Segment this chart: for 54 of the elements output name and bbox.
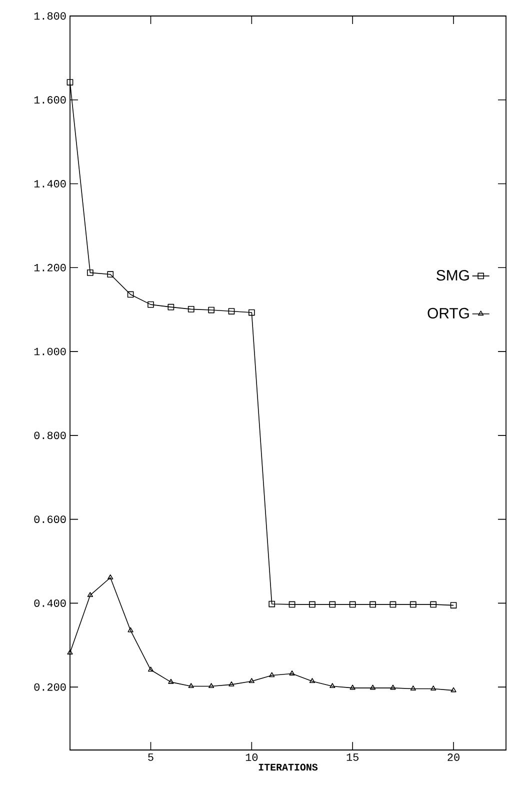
x-tick-label: 5: [148, 754, 154, 761]
point: [390, 601, 396, 608]
y-tick-label: 1.000: [34, 348, 66, 356]
point: [269, 672, 275, 678]
point: [87, 592, 93, 598]
point: [309, 678, 316, 684]
point: [349, 601, 356, 608]
y-tick-label: 0.200: [34, 683, 66, 691]
point: [188, 683, 194, 688]
y-tick-label: 1.400: [34, 180, 66, 188]
y-tick-label: 1.800: [34, 12, 66, 20]
point: [410, 686, 416, 691]
point: [148, 301, 154, 308]
x-tick-label: 10: [246, 754, 258, 761]
point: [410, 601, 416, 608]
point: [188, 306, 194, 312]
x-tick-label: 20: [448, 754, 460, 761]
point: [309, 601, 316, 608]
point: [168, 678, 174, 684]
point: [268, 600, 276, 608]
x-axis-title: ITERATIONS: [258, 764, 318, 771]
point: [450, 602, 457, 608]
point: [370, 601, 376, 608]
x-tick-label: 15: [346, 754, 358, 761]
legend-label: ORTG: [428, 308, 469, 318]
point: [248, 309, 255, 316]
point: [127, 291, 134, 298]
point: [108, 574, 114, 580]
point: [329, 601, 336, 608]
point: [248, 678, 254, 684]
point: [370, 684, 376, 690]
legend-label: SMG: [436, 270, 469, 281]
point: [208, 683, 214, 688]
y-tick-label: 0.400: [34, 599, 66, 607]
point: [289, 670, 295, 676]
point: [107, 271, 114, 278]
point: [168, 304, 174, 310]
point: [86, 269, 94, 276]
point: [66, 79, 74, 86]
point: [350, 684, 356, 690]
y-tick-label: 1.600: [34, 96, 66, 104]
point: [128, 627, 134, 632]
point: [430, 601, 437, 608]
point: [228, 308, 235, 314]
point: [390, 684, 396, 690]
point: [430, 686, 436, 691]
y-tick-label: 0.600: [34, 516, 66, 524]
y-tick-label: 0.800: [34, 432, 66, 440]
point: [330, 683, 336, 688]
point: [208, 306, 214, 314]
point: [148, 666, 154, 672]
point: [228, 681, 234, 686]
point: [288, 601, 296, 608]
y-tick-label: 1.200: [34, 264, 66, 272]
